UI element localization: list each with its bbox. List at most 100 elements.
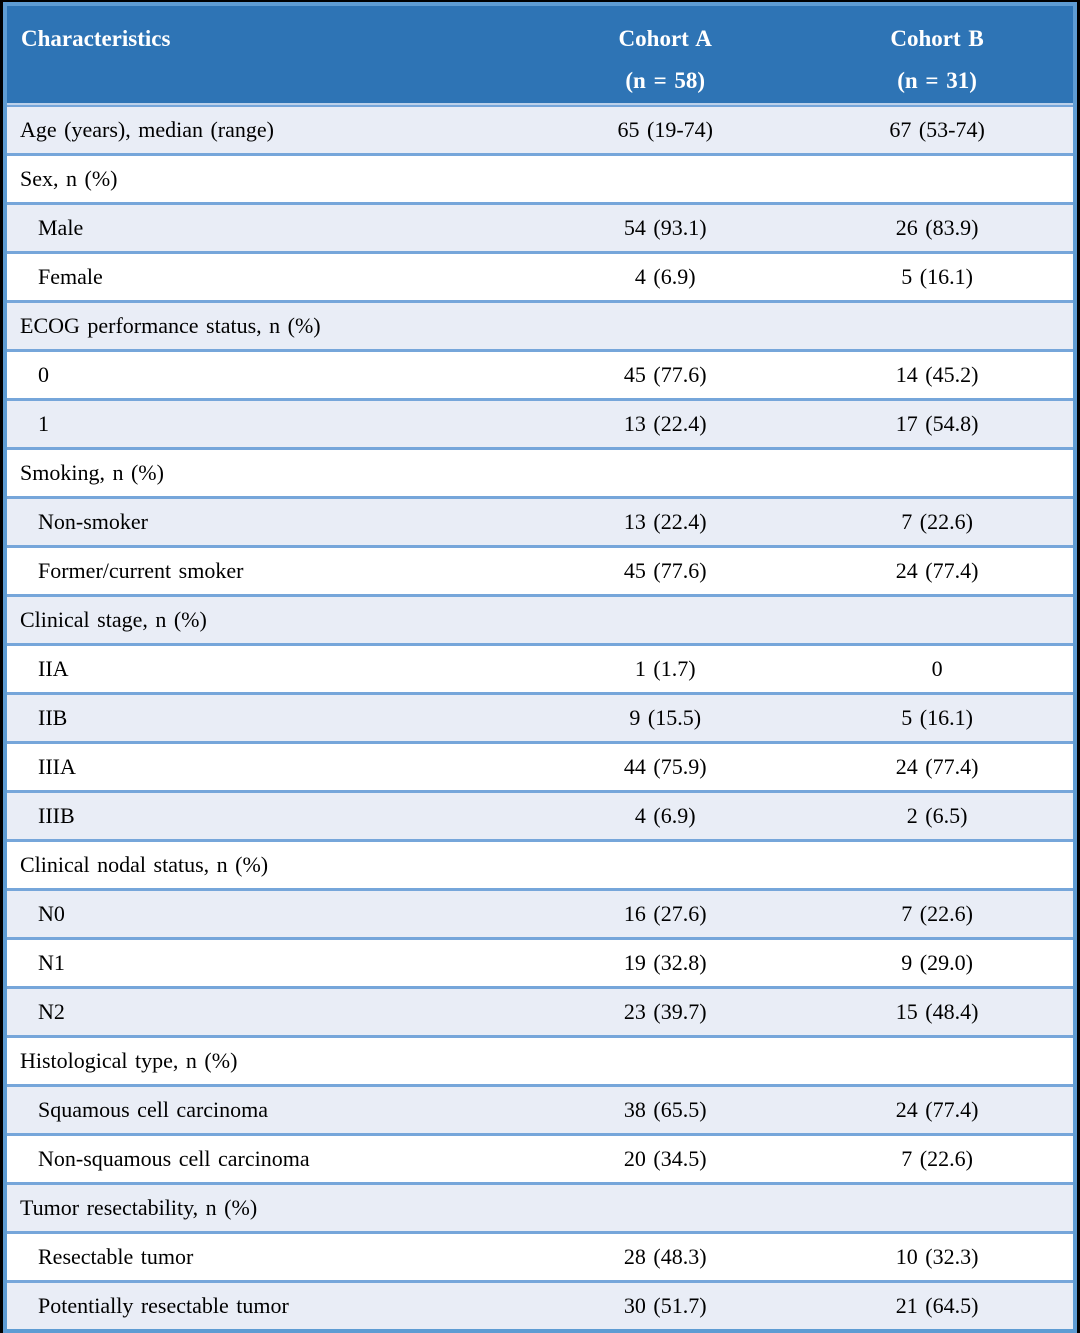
characteristics-table: Characteristics Cohort A (n = 58) Cohort… — [3, 2, 1077, 1333]
table-row: N1 19 (32.8) 9 (29.0) — [7, 937, 1073, 986]
row-label: Histological type, n (%) — [7, 1035, 530, 1084]
table-row: Non-smoker 13 (22.4) 7 (22.6) — [7, 496, 1073, 545]
row-label: N1 — [7, 937, 530, 986]
table-row: N0 16 (27.6) 7 (22.6) — [7, 888, 1073, 937]
cohort-a-value: 13 (22.4) — [529, 496, 802, 545]
cohort-b-value — [801, 447, 1073, 496]
cohort-b-value: 0 — [801, 643, 1073, 692]
cohort-b-value — [801, 1182, 1073, 1231]
header-characteristics-label: Characteristics — [21, 26, 171, 51]
cohort-b-value — [801, 300, 1073, 349]
cohort-b-value: 67 (53-74) — [801, 105, 1073, 153]
cohort-b-value: 5 (16.1) — [801, 251, 1073, 300]
header-cohort-a: Cohort A (n = 58) — [529, 6, 802, 105]
row-label: Sex, n (%) — [7, 153, 530, 202]
section-row: Tumor resectability, n (%) — [7, 1182, 1073, 1231]
cohort-a-value: 1 (1.7) — [529, 643, 802, 692]
table-row: IIIB 4 (6.9) 2 (6.5) — [7, 790, 1073, 839]
cohort-a-value: 45 (77.6) — [529, 545, 802, 594]
table-row: 0 45 (77.6) 14 (45.2) — [7, 349, 1073, 398]
table-row: IIA 1 (1.7) 0 — [7, 643, 1073, 692]
cohort-b-value — [801, 594, 1073, 643]
section-row: Histological type, n (%) — [7, 1035, 1073, 1084]
cohort-a-value: 28 (48.3) — [529, 1231, 802, 1280]
cohort-a-value: 54 (93.1) — [529, 202, 802, 251]
row-label: Tumor resectability, n (%) — [7, 1182, 530, 1231]
cohort-b-value: 7 (22.6) — [801, 1133, 1073, 1182]
cohort-b-value: 7 (22.6) — [801, 496, 1073, 545]
cohort-a-value: 45 (77.6) — [529, 349, 802, 398]
row-label: IIIA — [7, 741, 530, 790]
cohort-a-value — [529, 300, 802, 349]
table-row: 1 13 (22.4) 17 (54.8) — [7, 398, 1073, 447]
row-label: IIA — [7, 643, 530, 692]
cohort-b-value: 17 (54.8) — [801, 398, 1073, 447]
cohort-b-value — [801, 839, 1073, 888]
cohort-a-value: 38 (65.5) — [529, 1084, 802, 1133]
cohort-a-value — [529, 153, 802, 202]
cohort-a-value: 16 (27.6) — [529, 888, 802, 937]
cohort-b-value: 2 (6.5) — [801, 790, 1073, 839]
table-row: Female 4 (6.9) 5 (16.1) — [7, 251, 1073, 300]
cohort-b-value: 24 (77.4) — [801, 741, 1073, 790]
cohort-b-value: 7 (22.6) — [801, 888, 1073, 937]
cohort-b-value: 9 (29.0) — [801, 937, 1073, 986]
header-cohort-b-name: Cohort B — [890, 26, 984, 51]
header-cohort-b: Cohort B (n = 31) — [801, 6, 1073, 105]
cohort-a-value: 23 (39.7) — [529, 986, 802, 1035]
row-label: Clinical stage, n (%) — [7, 594, 530, 643]
cohort-a-value — [529, 594, 802, 643]
table-header-row: Characteristics Cohort A (n = 58) Cohort… — [7, 6, 1073, 105]
cohort-a-value — [529, 1182, 802, 1231]
row-label: Non-smoker — [7, 496, 530, 545]
cohort-a-value — [529, 839, 802, 888]
screenshot-frame: Characteristics Cohort A (n = 58) Cohort… — [3, 2, 1077, 1333]
section-row: Clinical nodal status, n (%) — [7, 839, 1073, 888]
table-row: Squamous cell carcinoma 38 (65.5) 24 (77.4… — [7, 1084, 1073, 1133]
row-label: Smoking, n (%) — [7, 447, 530, 496]
table-row: N2 23 (39.7) 15 (48.4) — [7, 986, 1073, 1035]
table-row: Resectable tumor 28 (48.3) 10 (32.3) — [7, 1231, 1073, 1280]
header-cohort-a-name: Cohort A — [618, 26, 712, 51]
table-row: IIB 9 (15.5) 5 (16.1) — [7, 692, 1073, 741]
section-row: ECOG performance status, n (%) — [7, 300, 1073, 349]
cohort-a-value: 19 (32.8) — [529, 937, 802, 986]
cohort-b-value: 24 (77.4) — [801, 545, 1073, 594]
row-label: N0 — [7, 888, 530, 937]
section-row: Clinical stage, n (%) — [7, 594, 1073, 643]
table-row: Non-squamous cell carcinoma 20 (34.5) 7 (2… — [7, 1133, 1073, 1182]
row-label: 1 — [7, 398, 530, 447]
header-cohort-a-n: (n = 58) — [625, 68, 706, 93]
cohort-a-value — [529, 447, 802, 496]
header-cohort-b-n: (n = 31) — [897, 68, 977, 93]
cohort-a-value: 13 (22.4) — [529, 398, 802, 447]
cohort-b-value: 24 (77.4) — [801, 1084, 1073, 1133]
cohort-b-value: 14 (45.2) — [801, 349, 1073, 398]
cohort-a-value — [529, 1035, 802, 1084]
row-label: Female — [7, 251, 530, 300]
row-label: Non-squamous cell carcinoma — [7, 1133, 530, 1182]
table-row: Age (years), median (range) 65 (19-74) 67 … — [7, 105, 1073, 153]
header-characteristics: Characteristics — [7, 6, 530, 105]
cohort-a-value: 65 (19-74) — [529, 105, 802, 153]
cohort-a-value: 44 (75.9) — [529, 741, 802, 790]
table-row: Former/current smoker 45 (77.6) 24 (77.4) — [7, 545, 1073, 594]
row-label: Clinical nodal status, n (%) — [7, 839, 530, 888]
section-row: Smoking, n (%) — [7, 447, 1073, 496]
table-row: Male 54 (93.1) 26 (83.9) — [7, 202, 1073, 251]
row-label: Age (years), median (range) — [7, 105, 530, 153]
row-label: IIB — [7, 692, 530, 741]
row-label: Squamous cell carcinoma — [7, 1084, 530, 1133]
cohort-b-value: 10 (32.3) — [801, 1231, 1073, 1280]
cohort-b-value: 5 (16.1) — [801, 692, 1073, 741]
cohort-a-value: 4 (6.9) — [529, 790, 802, 839]
cohort-a-value: 9 (15.5) — [529, 692, 802, 741]
row-label: ECOG performance status, n (%) — [7, 300, 530, 349]
row-label: N2 — [7, 986, 530, 1035]
cohort-b-value — [801, 1035, 1073, 1084]
cohort-b-value: 15 (48.4) — [801, 986, 1073, 1035]
row-label: 0 — [7, 349, 530, 398]
section-row: Sex, n (%) — [7, 153, 1073, 202]
row-label: Resectable tumor — [7, 1231, 530, 1280]
table-row: IIIA 44 (75.9) 24 (77.4) — [7, 741, 1073, 790]
